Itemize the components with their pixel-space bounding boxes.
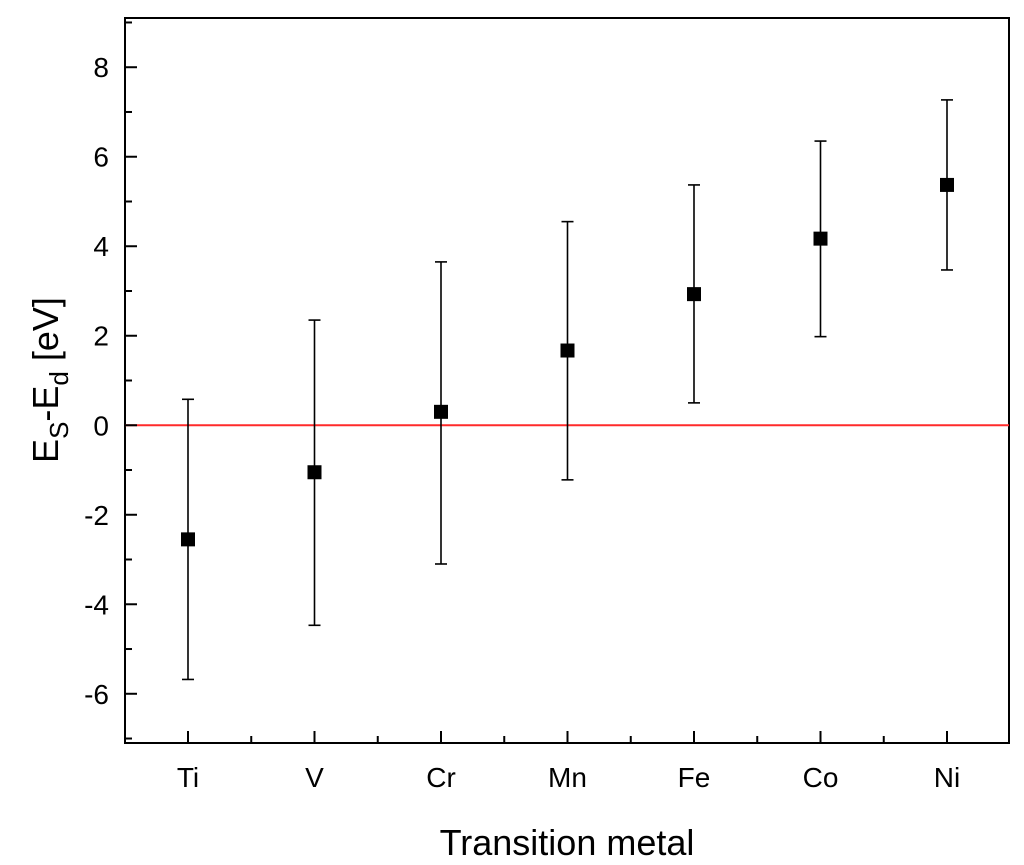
y-axis-title-unit: [eV] xyxy=(25,297,66,371)
x-tick-label: Mn xyxy=(548,762,587,793)
data-point xyxy=(560,343,575,358)
y-tick-label: 2 xyxy=(93,321,109,352)
data-point xyxy=(940,177,954,192)
y-tick-label: 0 xyxy=(93,410,109,441)
data-point xyxy=(307,465,322,480)
y-axis-title-sub-s: S xyxy=(44,422,74,439)
x-tick-label: V xyxy=(305,762,324,793)
y-tick-label: -2 xyxy=(84,500,109,531)
data-point xyxy=(181,532,195,547)
y-axis-title: ES-Ed [eV] xyxy=(25,297,74,463)
error-bars xyxy=(182,99,953,681)
y-tick-label: 6 xyxy=(93,142,109,173)
y-tick-label: 4 xyxy=(93,231,109,262)
x-axis-title: Transition metal xyxy=(440,822,695,863)
x-axis-ticks: Ti V Cr Mn Fe Co Ni xyxy=(177,731,960,793)
data-point xyxy=(687,287,701,302)
y-tick-label: 8 xyxy=(93,52,109,83)
y-axis-title-sub-d: d xyxy=(44,371,74,385)
x-tick-label: Cr xyxy=(426,762,456,793)
y-axis-title-e: E xyxy=(25,439,66,463)
x-tick-label: Ti xyxy=(177,762,199,793)
y-tick-label: -4 xyxy=(84,589,109,620)
x-tick-label: Ni xyxy=(934,762,960,793)
y-axis-title-dash-e: -E xyxy=(25,386,66,422)
x-tick-label: Fe xyxy=(678,762,711,793)
x-tick-label: Co xyxy=(803,762,839,793)
data-point xyxy=(813,231,828,246)
data-points xyxy=(181,177,954,547)
data-point xyxy=(434,404,448,419)
y-axis-ticks: -6 -4 -2 0 2 4 6 8 xyxy=(84,21,137,740)
y-tick-label: -6 xyxy=(84,679,109,710)
